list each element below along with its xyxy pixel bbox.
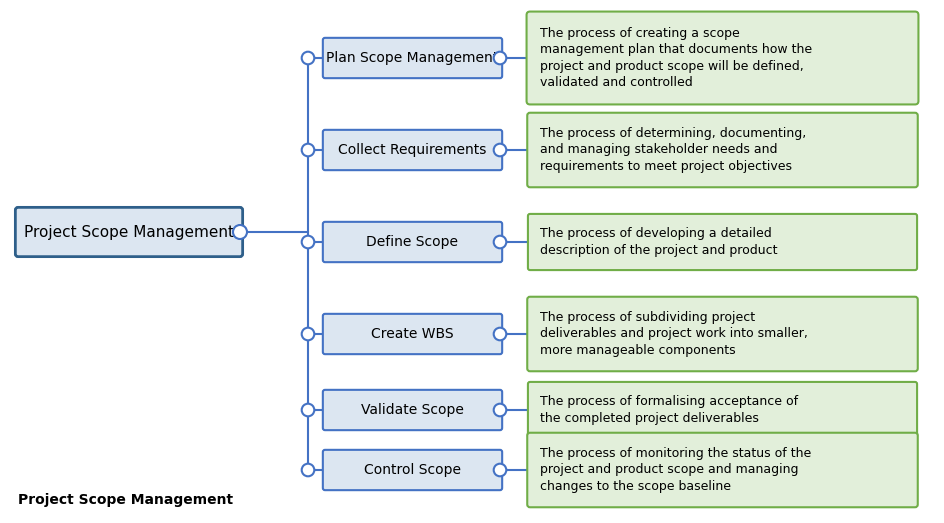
Text: Control Scope: Control Scope [363, 463, 461, 477]
Text: The process of monitoring the status of the
project and product scope and managi: The process of monitoring the status of … [539, 447, 810, 493]
Text: The process of creating a scope
management plan that documents how the
project a: The process of creating a scope manageme… [539, 27, 811, 89]
Circle shape [301, 404, 314, 416]
Text: The process of formalising acceptance of
the completed project deliverables: The process of formalising acceptance of… [539, 395, 798, 425]
FancyBboxPatch shape [528, 214, 916, 270]
Circle shape [493, 464, 506, 476]
FancyBboxPatch shape [527, 113, 917, 187]
Circle shape [493, 144, 506, 156]
FancyBboxPatch shape [526, 12, 918, 105]
Text: Project Scope Management: Project Scope Management [18, 493, 233, 507]
FancyBboxPatch shape [323, 222, 501, 262]
Text: Collect Requirements: Collect Requirements [338, 143, 486, 157]
Text: Plan Scope Management: Plan Scope Management [326, 51, 498, 65]
FancyBboxPatch shape [323, 390, 501, 430]
Circle shape [301, 52, 314, 64]
FancyBboxPatch shape [323, 450, 501, 490]
Circle shape [493, 404, 506, 416]
Text: Project Scope Management: Project Scope Management [24, 224, 234, 240]
Text: The process of developing a detailed
description of the project and product: The process of developing a detailed des… [539, 228, 777, 257]
Circle shape [301, 328, 314, 340]
FancyBboxPatch shape [323, 130, 501, 170]
Text: Create WBS: Create WBS [371, 327, 453, 341]
FancyBboxPatch shape [323, 38, 501, 78]
FancyBboxPatch shape [527, 297, 917, 371]
Circle shape [493, 52, 506, 64]
Circle shape [493, 236, 506, 248]
Circle shape [493, 328, 506, 340]
Text: The process of determining, documenting,
and managing stakeholder needs and
requ: The process of determining, documenting,… [539, 127, 805, 173]
Circle shape [233, 225, 246, 239]
FancyBboxPatch shape [527, 433, 917, 507]
FancyBboxPatch shape [528, 382, 916, 438]
FancyBboxPatch shape [15, 207, 243, 257]
Circle shape [301, 464, 314, 476]
Circle shape [301, 236, 314, 248]
Text: Validate Scope: Validate Scope [361, 403, 464, 417]
Text: Define Scope: Define Scope [366, 235, 458, 249]
FancyBboxPatch shape [323, 314, 501, 354]
Circle shape [301, 144, 314, 156]
Text: The process of subdividing project
deliverables and project work into smaller,
m: The process of subdividing project deliv… [539, 311, 807, 357]
